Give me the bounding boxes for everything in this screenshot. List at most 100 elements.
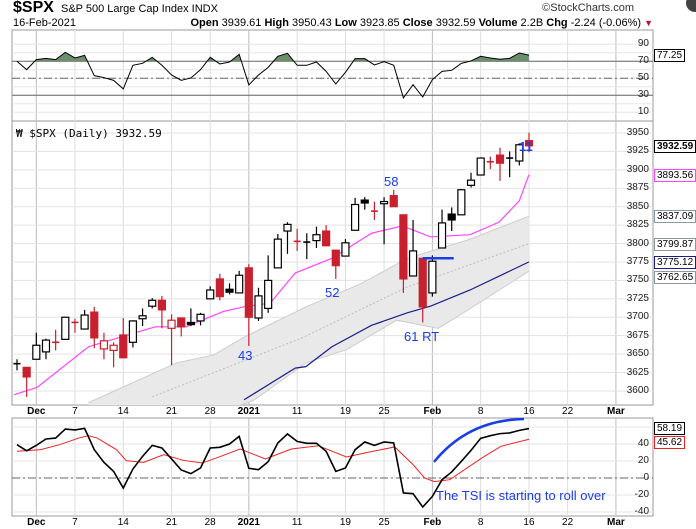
date-label-top: 7 [72,406,78,417]
candle-body [351,203,360,231]
candle-body [32,344,41,360]
price-last-value-tag: 3893.56 [654,168,696,182]
candle-body [476,157,485,176]
price-axis-tick: 3700 [626,311,649,323]
price-axis-tick: 3925 [626,145,649,157]
rsi-axis-tick: 30 [637,89,649,101]
candle-body [408,250,418,277]
candle-body [447,213,456,221]
candle-body [186,321,195,326]
chart-header: $SPX S&P 500 Large Cap Index INDX [13,0,218,16]
annotation-11: 11 [519,139,533,154]
candle-body [119,334,128,359]
candle-body [399,214,408,280]
price-axis-tick: 3825 [626,219,649,231]
price-last-value-tag: 3837.09 [654,210,696,224]
candle-body [273,238,282,269]
close-label: Close [402,17,433,29]
chg-value: -2.24 (-0.06%) [570,17,642,29]
candle-body [312,234,321,242]
candle-body [167,319,176,329]
date-label-bottom: Feb [423,517,442,528]
candle-body [360,199,369,204]
rsi-axis-tick: 10 [637,106,649,118]
price-axis-tick: 3600 [626,384,649,396]
rsi-axis-tick: 50 [637,72,649,84]
date-label-bottom: 25 [378,517,390,528]
candle-body [244,267,253,318]
date-label-top: 28 [204,406,216,417]
chg-label: Chg [546,17,568,29]
price-axis-tick: 3725 [626,292,649,304]
candle-body [341,242,350,257]
down-triangle-icon: ▼ [644,18,653,28]
date-label-bottom: Dec [27,517,46,528]
candle-body [524,140,534,147]
candle-icon: ₩ [16,127,23,140]
rsi-last-value-tag: 77.25 [654,49,686,63]
annotation-52: 52 [325,285,340,300]
date-label-top: 14 [117,406,129,417]
open-value: 3939.61 [221,17,262,29]
date-label-bottom: 2021 [237,517,260,528]
price-title-text: $SPX (Daily) 3932.59 [29,127,162,140]
tsi-signal-line [16,435,530,483]
date-label-top: 16 [523,406,535,417]
rsi-panel-frame [11,29,654,122]
price-axis-tick: 3675 [626,329,649,341]
price-last-value-tag: 3932.59 [654,139,696,153]
annotation-58: 58 [384,174,399,189]
symbol-name: S&P 500 Large Cap Index [60,3,189,15]
rsi-line [16,51,530,100]
price-last-value-tag: 3762.65 [654,270,696,284]
annotation-43: 43 [238,348,253,363]
price-axis-tick: 3775 [626,255,649,267]
candle-body [99,340,109,350]
price-axis-tick: 3850 [626,200,649,212]
tsi-axis-tick: 20 [637,455,649,466]
tsi-last-value-tag: 58.19 [654,421,686,435]
date-label-top: Dec [27,406,46,417]
candle-body [61,316,70,340]
candle-body [457,189,466,216]
date-label-bottom: 7 [72,517,78,528]
price-axis-tick: 3800 [626,237,649,249]
price-last-value-tag: 3775.12 [654,255,696,269]
signal-last-value-tag: 45.62 [654,435,686,449]
tsi-annotation: The TSI is starting to roll over [436,488,606,503]
candle-body [235,274,244,294]
candle-body [128,320,138,343]
candle-body [389,195,398,208]
annotation-61rt: 61 RT [404,329,440,344]
candle-body [41,339,51,353]
candle-body [90,311,99,339]
close-value: 3932.59 [435,17,476,29]
price-axis-tick: 3950 [626,127,649,138]
candle-body [196,313,205,322]
date-label-top: 21 [165,406,178,417]
volume-value: 2.2B [520,17,544,29]
date-label-bottom: 8 [477,517,484,528]
date-label-bottom: 16 [523,517,535,528]
volume-label: Volume [478,17,518,29]
date-label-bottom: 11 [291,517,303,528]
quote-bar: 16-Feb-2021 Open 3939.61 High 3950.43 Lo… [13,17,653,29]
quote-date: 16-Feb-2021 [13,17,76,29]
low-label: Low [334,17,357,29]
ma-long-line [243,261,530,401]
date-label-bottom: 21 [165,517,178,528]
date-label-top: 22 [562,406,574,417]
candle-body [379,200,389,205]
price-plot [13,132,534,405]
price-axis-tick: 3625 [626,366,649,378]
band-lower-line [239,270,530,405]
candle-body [331,249,340,267]
rsi-overbought-fill [17,52,529,62]
candle-body [215,278,224,298]
copyright: ©StockCharts.com [542,2,634,14]
rsi-axis-tick: 90 [637,38,649,50]
tsi-line [16,427,530,509]
candle-body [206,289,215,300]
candle-body [418,257,427,308]
